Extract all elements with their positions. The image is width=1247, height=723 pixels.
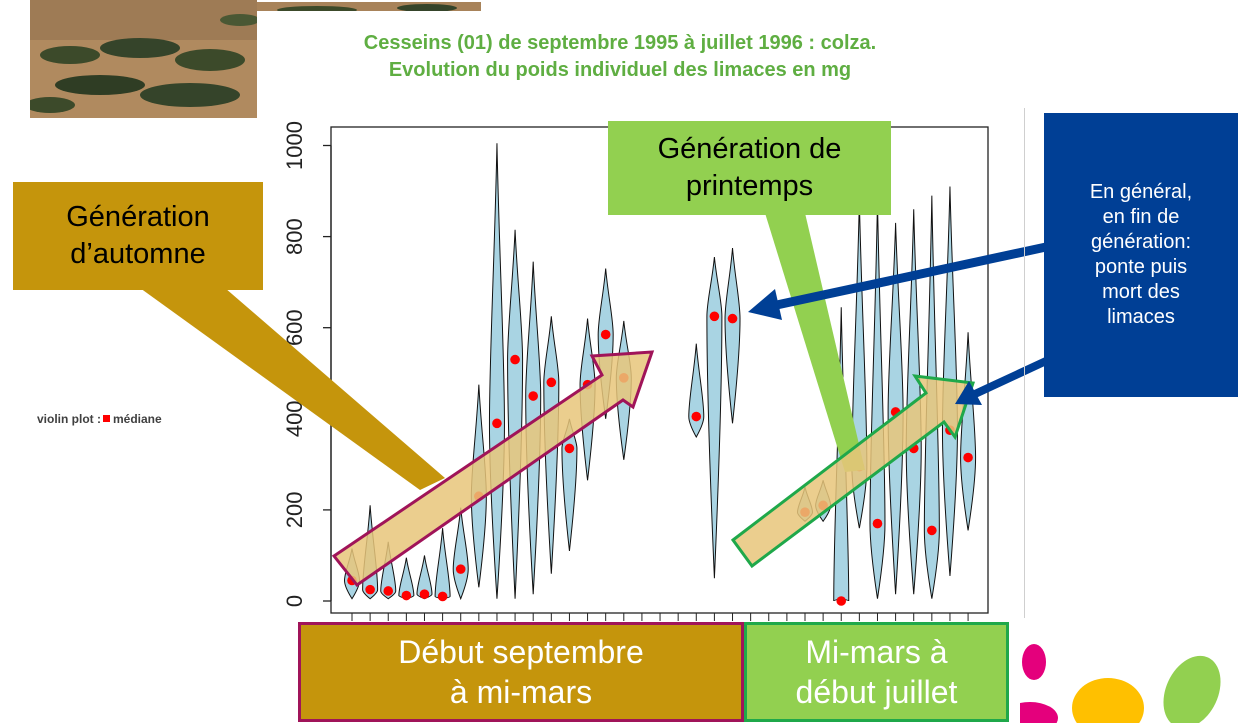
median-point-27 [836,596,847,606]
blue-line-2: en fin de [1102,206,1180,228]
median-point-4 [419,589,430,599]
median-point-12 [564,443,575,454]
chart-title: Cesseins (01) de septembre 1995 à juille… [260,30,980,84]
median-point-5 [437,591,448,602]
median-point-2 [383,586,394,596]
violin-21 [724,247,741,424]
autumn-trend-arrow [331,350,655,588]
y-tick-label: 800 [282,218,307,255]
median-point-32 [927,525,937,536]
period-left-line-1: Début septembre [398,634,644,670]
end-of-generation-callout: En général, en fin de génération: ponte … [1044,113,1238,397]
y-tick-label: 600 [282,309,307,346]
violin-9 [507,229,524,599]
photo-strip [257,0,481,11]
blue-arrow-bottom [955,357,1048,405]
autumn-callout-pointer [140,288,445,490]
violin-34 [960,332,977,531]
median-marker-icon [103,415,110,422]
autumn-line-1: Génération [66,201,210,233]
period-right-line-1: Mi-mars à [805,634,948,670]
y-tick-label: 0 [282,595,307,607]
blue-arrow-top [748,242,1047,320]
slug-photo [30,0,257,118]
median-point-20 [709,311,720,322]
period-left-line-2: à mi-mars [449,674,593,710]
legend-median: médiane [113,412,162,426]
divider-line [1024,108,1025,618]
violin-12 [561,418,578,551]
period-right-line-2: début juillet [795,674,958,710]
blue-line-6: limaces [1107,306,1175,328]
blue-line-4: ponte puis [1094,256,1188,278]
violin-2 [380,541,397,600]
median-point-9 [510,354,520,365]
spring-line-2: printemps [685,170,814,202]
spring-line-1: Génération de [657,133,842,165]
blue-line-1: En général, [1089,181,1193,203]
violin-20 [706,257,723,579]
median-point-8 [492,418,502,429]
legend-label: violin plot : [37,412,101,426]
blue-line-5: mort des [1102,281,1180,303]
y-tick-label: 1000 [282,121,307,170]
y-tick-label: 400 [282,400,307,437]
violin-29 [869,200,886,599]
median-point-14 [600,329,611,340]
x-axis-ticks [351,613,969,621]
period-label-autumn: Début septembre à mi-mars [298,622,744,722]
autumn-line-2: d’automne [70,238,206,270]
title-line-1: Cesseins (01) de septembre 1995 à juille… [363,32,877,54]
title-line-2: Evolution du poids individuel des limace… [388,59,852,81]
median-point-3 [401,590,412,601]
median-point-6 [455,564,466,574]
median-point-21 [727,313,738,324]
median-point-10 [528,391,538,401]
y-tick-label: 200 [282,492,307,529]
legend-note: violin plot : médiane [37,412,162,426]
spring-generation-callout: Génération de printemps [608,121,891,215]
median-point-19 [691,411,702,422]
violin-8 [488,143,505,599]
median-point-29 [872,518,883,529]
median-point-34 [963,452,973,463]
violin-19 [688,343,705,439]
spring-callout-pointer [765,213,865,472]
spring-trend-arrow [730,374,976,569]
y-axis: 0 200 400 600 800 1000 [282,121,332,607]
blue-line-3: génération: [1090,231,1192,253]
median-point-1 [365,584,375,595]
decorative-blobs [1020,644,1221,723]
violin-6 [452,507,469,601]
violin-5 [434,528,451,600]
median-point-11 [546,377,557,388]
period-label-spring: Mi-mars à début juillet [744,622,1009,722]
autumn-generation-callout: Génération d’automne [13,182,263,290]
